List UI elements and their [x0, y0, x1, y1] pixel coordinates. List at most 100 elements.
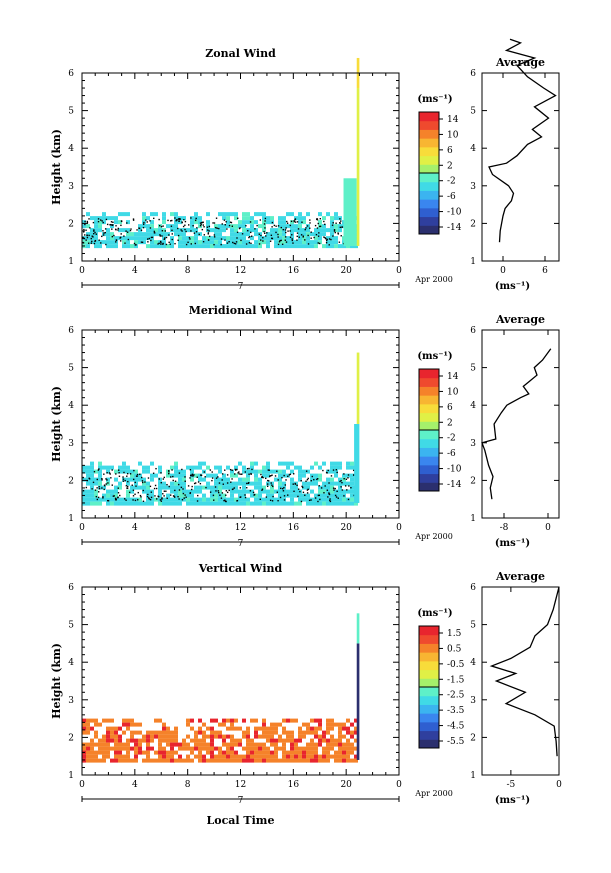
- data-cell: [114, 742, 118, 747]
- data-cell: [278, 477, 282, 482]
- avg-y-tick-label: 1: [470, 514, 476, 524]
- colorbar-tick-label: -4.5: [447, 722, 465, 732]
- data-cell: [102, 750, 106, 755]
- data-cell: [118, 742, 122, 747]
- colorbar-tick-label: 6: [447, 403, 453, 413]
- contour-mark: [310, 237, 312, 239]
- colorbar-tick-label: 6: [447, 146, 453, 156]
- data-cell: [298, 240, 302, 245]
- contour-mark: [190, 243, 192, 245]
- data-cell: [94, 481, 98, 486]
- data-cell: [118, 220, 122, 225]
- contour-mark: [306, 225, 309, 227]
- data-cell: [270, 754, 274, 759]
- colorbar-swatch: [419, 112, 439, 122]
- data-cell: [222, 497, 226, 502]
- y-tick-label: 4: [68, 144, 74, 154]
- data-cell: [82, 758, 86, 763]
- contour-mark: [137, 491, 139, 494]
- data-cell: [94, 220, 98, 225]
- data-cell: [318, 236, 322, 241]
- contour-mark: [319, 218, 322, 220]
- data-cell: [354, 726, 358, 731]
- data-cell: [174, 485, 178, 490]
- data-cell: [306, 742, 310, 747]
- data-cell: [322, 481, 326, 486]
- contour-mark: [205, 486, 207, 489]
- contour-mark: [353, 474, 355, 476]
- data-cell: [278, 489, 282, 494]
- contour-mark: [341, 489, 344, 491]
- contour-mark: [85, 229, 87, 231]
- data-cell: [270, 501, 274, 506]
- data-cell: [154, 240, 158, 245]
- data-cell: [290, 746, 294, 751]
- contour-mark: [191, 488, 193, 491]
- contour-mark: [161, 498, 163, 500]
- data-cell: [86, 473, 90, 478]
- data-cell: [286, 465, 290, 470]
- data-cell: [98, 224, 102, 229]
- contour-mark: [193, 482, 196, 485]
- data-cell: [174, 220, 178, 225]
- data-cell: [138, 236, 142, 241]
- data-cell: [326, 489, 330, 494]
- data-cell: [250, 236, 254, 241]
- data-cell: [102, 216, 106, 221]
- data-cell: [122, 228, 126, 233]
- data-cell: [210, 236, 214, 241]
- contour-mark: [230, 481, 232, 483]
- contour-mark: [293, 490, 295, 493]
- data-cell: [110, 726, 114, 731]
- data-cell: [142, 734, 146, 739]
- data-cell: [262, 220, 266, 225]
- data-cell: [226, 485, 230, 490]
- data-cell: [186, 236, 190, 241]
- data-cell: [146, 469, 150, 474]
- data-cell: [90, 738, 94, 743]
- data-cell: [258, 742, 262, 747]
- data-cell: [346, 465, 350, 470]
- data-cell: [162, 754, 166, 759]
- contour-mark: [183, 497, 185, 499]
- contour-mark: [277, 500, 279, 502]
- data-cell: [146, 754, 150, 759]
- data-cell: [286, 212, 290, 217]
- x-tick-label: 12: [235, 266, 246, 276]
- contour-mark: [147, 241, 149, 243]
- contour-mark: [101, 220, 103, 222]
- data-cell: [178, 236, 182, 241]
- x-tick-label: 20: [340, 780, 352, 790]
- data-cell: [290, 718, 294, 723]
- data-cell: [330, 481, 334, 486]
- colorbar-swatch: [419, 369, 439, 379]
- contour-mark: [94, 231, 96, 234]
- data-cell: [110, 738, 114, 743]
- contour-mark: [236, 231, 239, 234]
- data-cell: [334, 244, 338, 249]
- contour-mark: [98, 468, 100, 470]
- y-tick-label: 5: [68, 621, 74, 631]
- data-cell: [114, 236, 118, 241]
- contour-mark: [185, 243, 188, 246]
- data-cell: [250, 742, 254, 747]
- data-cell: [278, 244, 282, 249]
- contour-mark: [264, 217, 267, 220]
- contour-mark: [285, 227, 287, 229]
- data-cell: [318, 738, 322, 743]
- data-cell: [174, 726, 178, 731]
- data-cell: [106, 501, 110, 506]
- data-cell: [270, 228, 274, 233]
- data-cell: [186, 718, 190, 723]
- contour-mark: [91, 240, 93, 243]
- data-cell: [226, 734, 230, 739]
- data-cell: [262, 742, 266, 747]
- contour-mark: [239, 496, 241, 498]
- data-cell: [130, 469, 134, 474]
- data-cell: [194, 465, 198, 470]
- contour-mark: [265, 235, 267, 237]
- data-cell: [186, 228, 190, 233]
- data-cell: [290, 236, 294, 241]
- contour-mark: [150, 496, 153, 499]
